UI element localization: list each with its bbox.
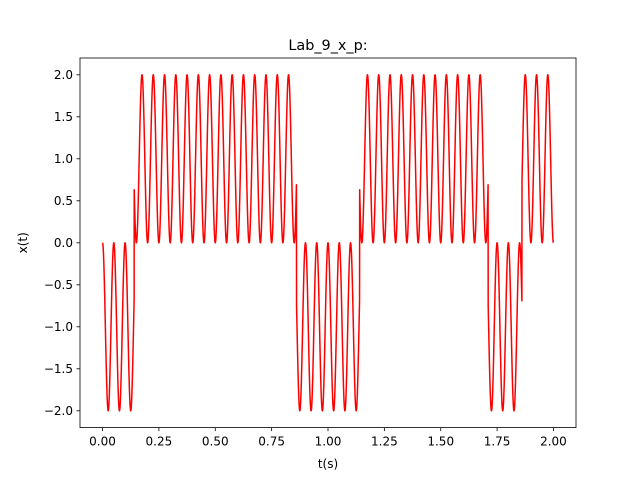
- x-tick-label: 0.50: [202, 435, 229, 449]
- y-tick-label: −1.0: [44, 320, 73, 334]
- axes-frame: [79, 57, 577, 429]
- x-tick-label: 1.75: [484, 435, 511, 449]
- chart-title: Lab_9_x_p:: [288, 38, 367, 54]
- x-tick-label: 1.25: [371, 435, 398, 449]
- x-tick-label: 2.00: [540, 435, 567, 449]
- y-tick-label: −0.5: [44, 278, 73, 292]
- y-axis-ticks: 2.0 1.5 1.0 0.5 0.0 −0.5 −1.0 −1.5 −2.0: [44, 68, 80, 418]
- x-tick-label: 0.25: [146, 435, 173, 449]
- x-tick-label: 0.00: [89, 435, 116, 449]
- x-axis-ticks: 0.00 0.25 0.50 0.75 1.00 1.25 1.50 1.75 2.00: [89, 427, 567, 449]
- x-tick-label: 0.75: [258, 435, 285, 449]
- x-axis-label: t(s): [318, 457, 338, 471]
- y-axis-label: x(t): [16, 232, 30, 253]
- y-tick-label: −1.5: [44, 362, 73, 376]
- x-tick-label: 1.00: [315, 435, 342, 449]
- y-tick-label: 0.0: [54, 236, 73, 250]
- series-line-0: [101, 74, 555, 412]
- y-tick-label: −2.0: [44, 404, 73, 418]
- y-tick-label: 1.0: [54, 152, 73, 166]
- y-tick-label: 0.5: [54, 194, 73, 208]
- x-tick-label: 1.50: [427, 435, 454, 449]
- plot-area: [101, 74, 555, 412]
- y-tick-label: 1.5: [54, 110, 73, 124]
- y-tick-label: 2.0: [54, 68, 73, 82]
